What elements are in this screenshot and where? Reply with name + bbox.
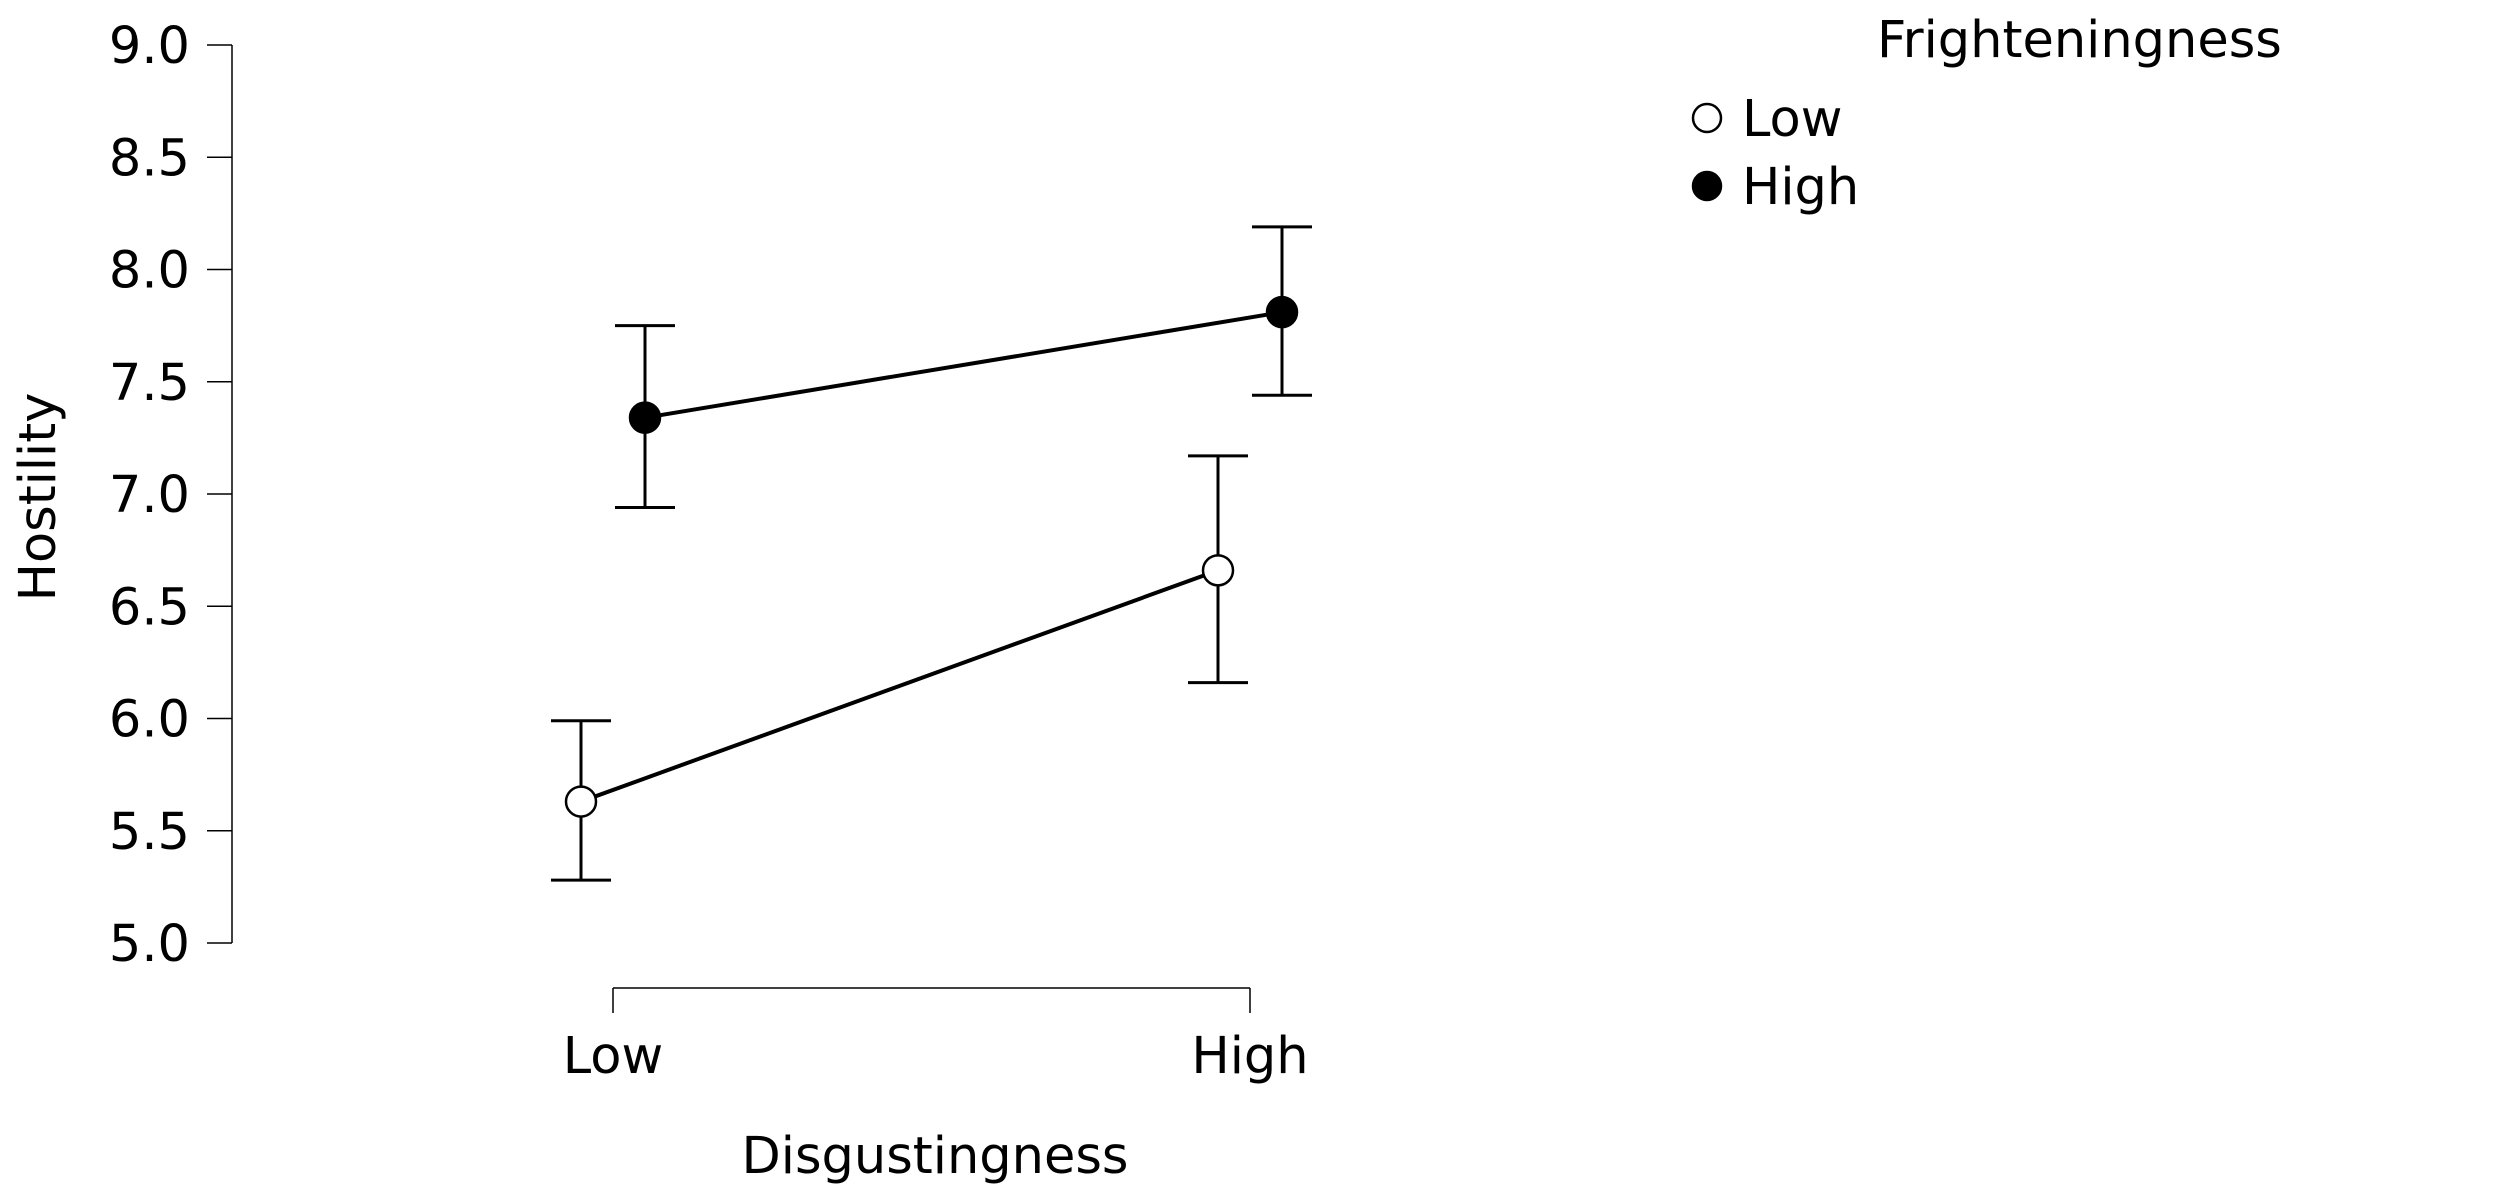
y-axis: 5.0 5.5 6.0 6.5 7.0 7.5 8.0 8.5 9.0 <box>109 17 233 974</box>
x-tick-label: High <box>1191 1027 1308 1086</box>
y-tick-label: 9.0 <box>109 17 190 76</box>
series-line <box>644 310 1283 420</box>
y-tick-label: 5.0 <box>109 915 190 974</box>
series-high <box>615 225 1312 509</box>
legend-marker <box>1691 170 1723 202</box>
y-tick-label: 8.0 <box>109 242 190 301</box>
y-axis-title: Hostility <box>9 393 68 602</box>
legend-label: High <box>1742 158 1859 217</box>
x-axis-title: Disgustingness <box>742 1127 1129 1186</box>
y-tick-label: 7.0 <box>109 466 190 525</box>
y-tick-label: 7.5 <box>109 354 190 413</box>
legend-marker <box>1691 102 1723 134</box>
y-tick-label: 6.0 <box>109 691 190 750</box>
legend-title: Frighteningness <box>1877 11 2282 70</box>
legend-label: Low <box>1742 90 1842 149</box>
legend: Frighteningness Low High <box>1691 11 2282 217</box>
data-point <box>1201 554 1235 587</box>
data-point <box>564 785 598 818</box>
plot-area <box>551 225 1312 882</box>
y-tick-label: 5.5 <box>109 803 190 862</box>
series-low <box>551 454 1248 882</box>
y-tick-label: 6.5 <box>109 578 190 637</box>
y-tick-label: 8.5 <box>109 129 190 188</box>
data-point <box>1265 295 1299 329</box>
x-tick-label: Low <box>563 1027 663 1086</box>
data-point <box>628 401 662 434</box>
series-line <box>580 568 1219 804</box>
x-axis: Low High <box>563 987 1309 1086</box>
